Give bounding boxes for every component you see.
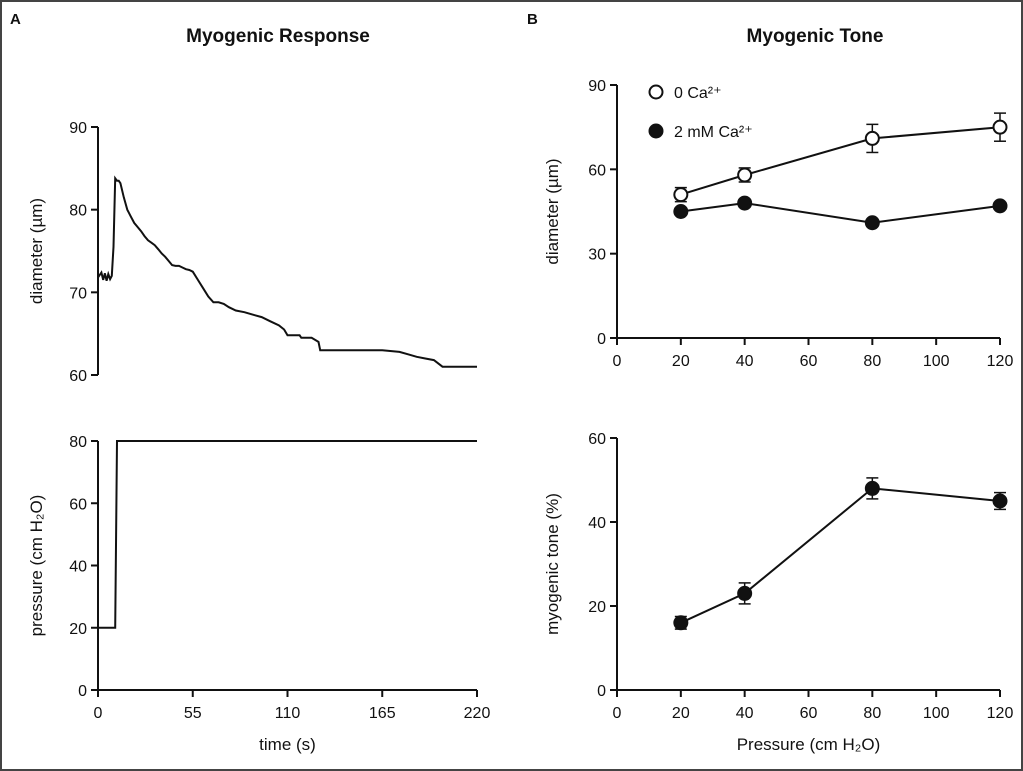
x-tick-label: 40 — [736, 353, 754, 370]
y-axis-label: myogenic tone (%) — [543, 493, 562, 635]
data-point — [992, 119, 1008, 135]
chart-a-pressure: 0 20 40 60 80 0 55 110 165 220 pressure (cm H₂O) ti… — [27, 434, 490, 754]
x-tick-label: 40 — [736, 705, 754, 722]
y-tick-label: 20 — [69, 621, 87, 638]
x-tick-label: 60 — [800, 353, 818, 370]
x-tick-label: 0 — [94, 705, 103, 722]
y-tick-label: 70 — [69, 285, 87, 302]
series-line-1 — [680, 202, 1001, 224]
legend-label: 0 Ca²⁺ — [674, 85, 722, 102]
y-tick-label: 0 — [78, 683, 87, 700]
x-tick-label: 80 — [863, 353, 881, 370]
x-tick-label: 0 — [613, 353, 622, 370]
legend-marker — [648, 84, 664, 100]
y-tick-label: 60 — [588, 431, 606, 448]
x-tick-label: 120 — [987, 705, 1014, 722]
y-tick-label: 90 — [69, 120, 87, 137]
legend-label: 2 mM Ca²⁺ — [674, 124, 753, 141]
y-tick-label: 60 — [69, 368, 87, 385]
y-tick-label: 0 — [597, 331, 606, 348]
x-tick-label: 110 — [275, 705, 301, 722]
x-axis-label: Pressure (cm H₂O) — [737, 735, 881, 754]
y-tick-label: 80 — [69, 434, 87, 451]
y-tick-label: 60 — [69, 496, 87, 513]
y-axis-label: pressure (cm H₂O) — [27, 495, 46, 637]
data-point — [737, 585, 753, 601]
x-tick-label: 80 — [863, 705, 881, 722]
y-axis-label: diameter (µm) — [27, 198, 46, 304]
y-tick-label: 40 — [69, 559, 87, 576]
series-line-0 — [680, 126, 1001, 196]
data-point — [737, 167, 753, 183]
series-line-0 — [680, 487, 1001, 624]
panel-b-title: Myogenic Tone — [747, 26, 884, 47]
series-line-0 — [98, 440, 477, 629]
plots-layer: 60 70 80 90 diameter (µm) 0 20 40 60 80 0 55 110 165 2… — [27, 78, 1013, 754]
x-tick-label: 100 — [923, 705, 950, 722]
legend-marker — [648, 123, 664, 139]
x-tick-label: 20 — [672, 353, 690, 370]
x-tick-label: 100 — [923, 353, 950, 370]
panel-a-title: Myogenic Response — [186, 26, 370, 47]
data-point — [864, 480, 880, 496]
y-tick-label: 80 — [69, 203, 87, 220]
x-tick-label: 55 — [184, 705, 202, 722]
x-tick-label: 165 — [369, 705, 396, 722]
y-tick-label: 20 — [588, 599, 606, 616]
chart-a-diameter: 60 70 80 90 diameter (µm) — [27, 120, 477, 385]
y-axis-label: diameter (µm) — [543, 158, 562, 264]
chart-b-tone: 0 20 40 60 0 20 40 60 80 100 120 myogenic tone (%) P… — [543, 431, 1013, 754]
y-tick-label: 40 — [588, 515, 606, 532]
data-point — [864, 130, 880, 146]
x-axis-label: time (s) — [259, 735, 316, 754]
y-tick-label: 30 — [588, 247, 606, 264]
data-point — [737, 195, 753, 211]
x-tick-label: 120 — [987, 353, 1014, 370]
x-tick-label: 220 — [464, 705, 491, 722]
panel-a-letter: A — [10, 11, 21, 28]
y-tick-label: 60 — [588, 162, 606, 179]
data-point — [673, 204, 689, 219]
data-point — [992, 198, 1008, 214]
y-tick-label: 0 — [597, 683, 606, 700]
data-point — [992, 493, 1008, 509]
panel-b-letter: B — [527, 11, 538, 28]
chart-b-diameter: 0 30 60 90 0 20 40 60 80 100 120 diameter (µm) 0 Ca²… — [543, 78, 1013, 370]
x-tick-label: 20 — [672, 705, 690, 722]
x-tick-label: 60 — [800, 705, 818, 722]
data-point — [673, 187, 689, 203]
series-line-0 — [97, 175, 477, 368]
data-point — [673, 615, 689, 631]
y-tick-label: 90 — [588, 78, 606, 95]
data-point — [864, 215, 880, 231]
x-tick-label: 0 — [613, 705, 622, 722]
